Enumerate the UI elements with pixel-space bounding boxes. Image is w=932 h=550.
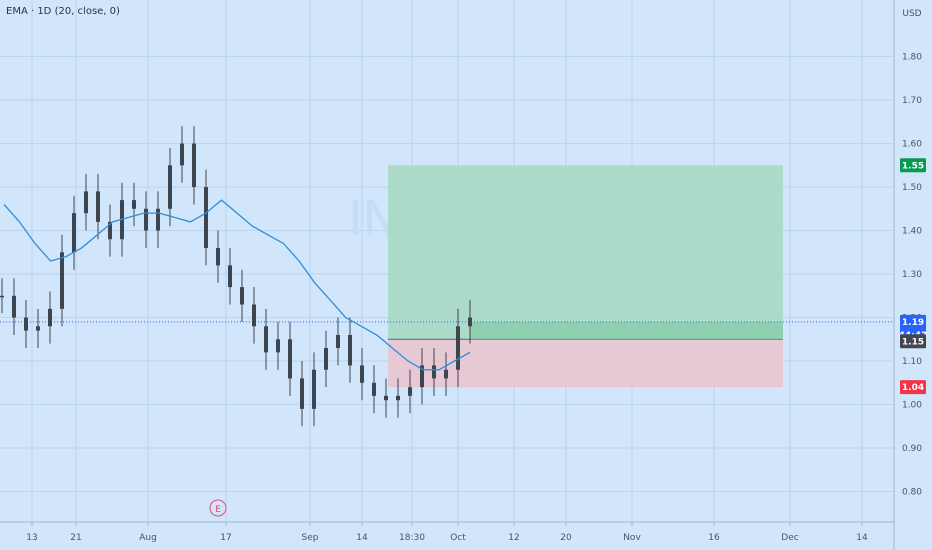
current-price-label: 1.19 bbox=[902, 318, 924, 328]
y-tick-label: 1.50 bbox=[902, 183, 922, 193]
candle-body bbox=[96, 191, 100, 222]
candle-body bbox=[180, 143, 184, 166]
x-tick-label: 12 bbox=[508, 533, 519, 543]
time-axis[interactable]: 13 21 Aug 17 Sep 14 18:30 Oct 12 20 Nov 16 Dec 14 bbox=[26, 522, 868, 543]
x-tick-label: 14 bbox=[356, 533, 368, 543]
candle-body bbox=[360, 365, 364, 383]
currency-label: USD bbox=[902, 9, 921, 19]
candle-body bbox=[348, 334, 352, 366]
candle-body bbox=[36, 326, 40, 331]
x-tick-label: 14 bbox=[856, 533, 868, 543]
candle-body bbox=[144, 208, 148, 231]
x-tick-label: Dec bbox=[781, 533, 798, 543]
candle-body bbox=[432, 365, 436, 379]
candle-body bbox=[288, 339, 292, 379]
candle-body bbox=[384, 395, 388, 401]
candle-body bbox=[408, 387, 412, 396]
candle-body bbox=[72, 213, 76, 253]
ema-line bbox=[3, 199, 471, 371]
x-tick-label: Oct bbox=[450, 533, 466, 543]
x-tick-label: 17 bbox=[220, 533, 231, 543]
candle-body bbox=[24, 317, 28, 331]
candle-body bbox=[60, 252, 64, 309]
x-tick-label: Sep bbox=[302, 533, 319, 543]
entry-price-badge bbox=[900, 334, 926, 349]
candle-body bbox=[252, 304, 256, 327]
candle-body bbox=[48, 308, 52, 327]
candle-body bbox=[204, 187, 208, 248]
position-zones[interactable] bbox=[388, 165, 783, 388]
x-tick-label: 20 bbox=[560, 533, 572, 543]
y-tick-label: 1.00 bbox=[902, 401, 922, 411]
y-tick-label: 1.40 bbox=[902, 227, 922, 237]
candle-body bbox=[312, 369, 316, 409]
candle-body bbox=[132, 200, 136, 209]
event-label: E bbox=[215, 505, 221, 515]
candle-body bbox=[228, 265, 232, 288]
candle-body bbox=[12, 295, 16, 318]
indicator-legend[interactable]: EMA · 1D (20, close, 0) bbox=[6, 6, 120, 17]
candle-body bbox=[372, 382, 376, 396]
stop-price-badge bbox=[900, 380, 926, 395]
candle-body bbox=[336, 334, 340, 348]
candle-body bbox=[168, 165, 172, 209]
price-badges: 1.55 1.19 44:43 1.15 1.04 bbox=[899, 158, 927, 395]
candle-body bbox=[300, 378, 304, 409]
candle-body bbox=[276, 339, 280, 353]
x-tick-label: 18:30 bbox=[399, 533, 425, 543]
y-tick-label: 1.30 bbox=[902, 270, 922, 280]
candle-body bbox=[396, 395, 400, 401]
candle-body bbox=[264, 326, 268, 353]
candle-body bbox=[0, 295, 4, 298]
candle-body bbox=[84, 191, 88, 214]
candle-body bbox=[216, 247, 220, 266]
y-tick-label: 1.60 bbox=[902, 140, 922, 150]
candle-body bbox=[444, 369, 448, 379]
y-tick-label: 0.80 bbox=[902, 488, 922, 498]
candle-body bbox=[108, 221, 112, 240]
target-price-badge bbox=[900, 158, 926, 173]
price-series bbox=[0, 126, 472, 427]
loss-zone[interactable] bbox=[388, 339, 783, 388]
y-tick-label: 1.70 bbox=[902, 96, 922, 106]
candle-body bbox=[156, 208, 160, 231]
candle-body bbox=[456, 326, 460, 370]
earnings-event-marker[interactable]: E bbox=[209, 499, 227, 517]
candle-body bbox=[192, 143, 196, 188]
candle-body bbox=[420, 365, 424, 388]
target-price-label: 1.55 bbox=[902, 161, 924, 171]
axes bbox=[0, 0, 895, 550]
event-circle[interactable] bbox=[209, 499, 227, 517]
y-tick-label: 0.90 bbox=[902, 444, 922, 454]
candle-body bbox=[468, 317, 472, 327]
filled-profit-zone bbox=[470, 321, 783, 340]
profit-zone[interactable] bbox=[388, 165, 783, 340]
x-tick-label: 13 bbox=[26, 533, 37, 543]
entry-price-label: 1.15 bbox=[902, 337, 924, 347]
x-tick-label: Nov bbox=[623, 533, 641, 543]
candle-body bbox=[324, 348, 328, 370]
y-tick-label: 1.10 bbox=[902, 357, 922, 367]
x-tick-label: 21 bbox=[70, 533, 81, 543]
y-tick-label: 1.80 bbox=[902, 53, 922, 63]
x-tick-label: Aug bbox=[139, 533, 157, 543]
stop-price-label: 1.04 bbox=[902, 383, 924, 393]
x-tick-label: 16 bbox=[708, 533, 720, 543]
candle-body bbox=[240, 287, 244, 305]
